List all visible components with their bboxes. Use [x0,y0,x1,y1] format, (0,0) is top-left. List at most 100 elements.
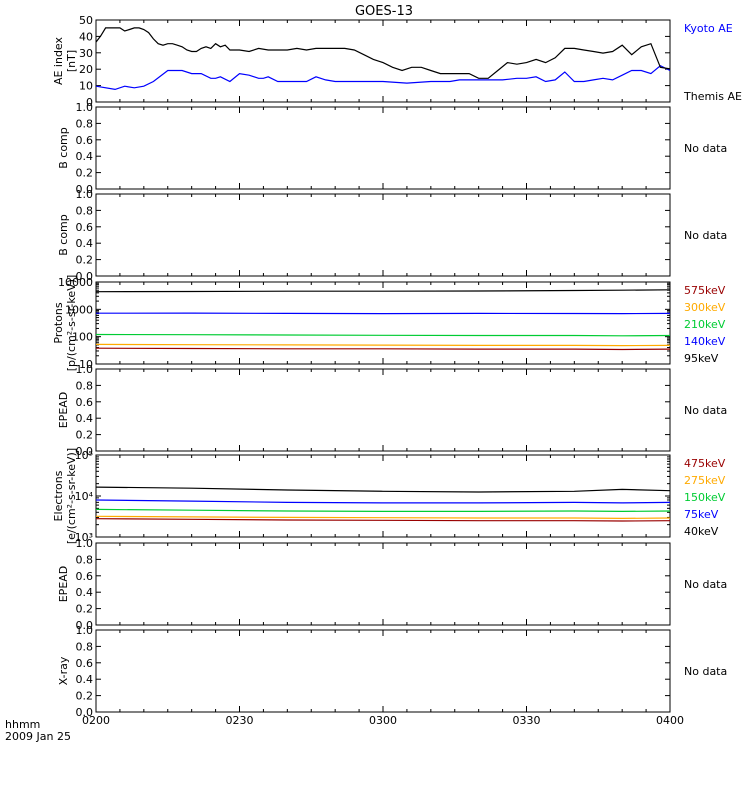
panel-epead2: 0.0 0.2 0.4 0.6 0.8 1.0 EPEAD No data [57,537,727,632]
y-axis-label: B comp [57,127,70,169]
y-tick-label: 20 [79,63,93,76]
series-label: 40keV [684,525,719,538]
panel-ae: 0 10 20 30 40 50 AE index [nT] Kyoto AE Themis AE [52,14,742,109]
x-tick-label: 0400 [656,714,684,727]
y-axis-label: EPEAD [57,392,70,429]
y-tick-label: 0.0 [76,619,94,632]
y-tick-label: 0.8 [76,379,94,392]
y-tick-label: 10 [79,358,93,371]
x-tick-label: 0330 [513,714,541,727]
panel-epead1: 0.0 0.2 0.4 0.6 0.8 1.0 EPEAD No data [57,363,727,458]
y-tick-label: 0.0 [76,445,94,458]
series-label: 210keV [684,318,726,331]
y-tick-label: 0.4 [76,412,94,425]
series-label: Themis AE [683,90,742,103]
y-tick-label: 1.0 [76,537,94,550]
y-tick-label: 30 [79,47,93,60]
y-tick-label: 0.6 [76,570,94,583]
y-tick-label: 0.0 [76,270,94,283]
y-tick-label: 0.2 [76,429,94,442]
y-tick-label: 0.2 [76,603,94,616]
series-label: 95keV [684,352,719,365]
y-tick-label: 0 [86,96,93,109]
y-tick-label: 0.4 [76,673,94,686]
panel-frame [95,193,671,277]
y-tick-label: 0.2 [76,254,94,267]
y-tick-label: 1.0 [76,188,94,201]
y-tick-label: 10000 [58,276,93,289]
panel-status-label: No data [684,665,727,678]
panel-electrons: 10³ 10⁴ 10⁵ Electrons [e/(cm²-s-sr-keV)] 475k… [52,448,726,544]
y-tick-label: 0.4 [76,150,94,163]
y-axis-unit-label: [p/(cm²-s-sr-keV)] [65,275,78,372]
y-tick-label: 40 [79,30,93,43]
series-line-140kev [95,312,671,315]
y-tick-label: 0.2 [76,167,94,180]
y-tick-label: 0.6 [76,221,94,234]
series-line-150kev [95,508,671,513]
y-tick-label: 0.8 [76,117,94,130]
series-label: 300keV [684,301,726,314]
y-tick-label: 1000 [65,303,93,316]
x-tick-label: 0230 [226,714,254,727]
panel-frame [95,19,671,103]
panel-frame [95,629,671,713]
series-line-300kev [95,343,671,347]
series-label: 150keV [684,491,726,504]
y-axis-label: AE index [52,36,65,85]
series-line-40kev [95,486,671,493]
series-line-95kev [95,289,671,293]
series-label: 275keV [684,474,726,487]
y-tick-label: 1.0 [76,363,94,376]
y-tick-label: 0.6 [76,134,94,147]
y-tick-label: 0.8 [76,553,94,566]
time-label-date: 2009 Jan 25 [5,730,71,743]
panel-protons: 10 100 1000 10000 Protons [p/(cm²-s-sr-keV)] 5… [52,275,726,372]
y-tick-label: 1.0 [76,101,94,114]
y-tick-label: 50 [79,14,93,27]
panel-frame [95,368,671,452]
y-tick-label: 10⁴ [75,490,94,503]
series-label: 475keV [684,457,726,470]
panel-status-label: No data [684,578,727,591]
panel-frame [95,106,671,190]
y-tick-label: 0.8 [76,204,94,217]
y-tick-label: 10 [79,80,93,93]
series-line-210kev [95,333,671,337]
y-axis-label: Electrons [52,470,65,521]
series-label: 75keV [684,508,719,521]
time-label-hhmm: hhmm [5,718,40,731]
panel-bcomp1: 0.0 0.2 0.4 0.6 0.8 1.0 B comp No data [57,101,727,196]
y-axis-label: B comp [57,214,70,256]
panel-xray: 0.0 0.2 0.4 0.6 0.8 1.0 X-ray No data [57,624,727,719]
y-tick-label: 0.0 [76,183,94,196]
panel-frame [95,454,671,538]
panel-status-label: No data [684,229,727,242]
y-axis-label: X-ray [57,656,70,685]
panel-status-label: No data [684,142,727,155]
y-axis-unit-label: [nT] [65,50,78,72]
y-axis-unit-label: [e/(cm²-s-sr-keV)] [65,448,78,544]
series-line-75kev [95,499,671,504]
series-line-kyoto-ae [95,64,671,91]
series-line-575kev [95,347,671,351]
y-tick-label: 0.4 [76,586,94,599]
y-tick-label: 10⁵ [75,449,93,462]
panel-frame [95,281,671,365]
y-axis-label: Protons [52,302,65,343]
series-label: Kyoto AE [684,22,733,35]
y-tick-label: 10³ [75,531,93,544]
series-label: 140keV [684,335,726,348]
x-tick-label: 0300 [369,714,397,727]
series-line-275kev [95,515,671,520]
y-tick-label: 100 [72,331,93,344]
y-tick-label: 1.0 [76,624,94,637]
panel-bcomp2: 0.0 0.2 0.4 0.6 0.8 1.0 B comp No data [57,188,727,283]
y-tick-label: 0.6 [76,396,94,409]
y-tick-label: 0.2 [76,690,94,703]
series-line-themis-ae [95,27,671,79]
y-tick-label: 0.8 [76,640,94,653]
y-tick-label: 0.4 [76,237,94,250]
